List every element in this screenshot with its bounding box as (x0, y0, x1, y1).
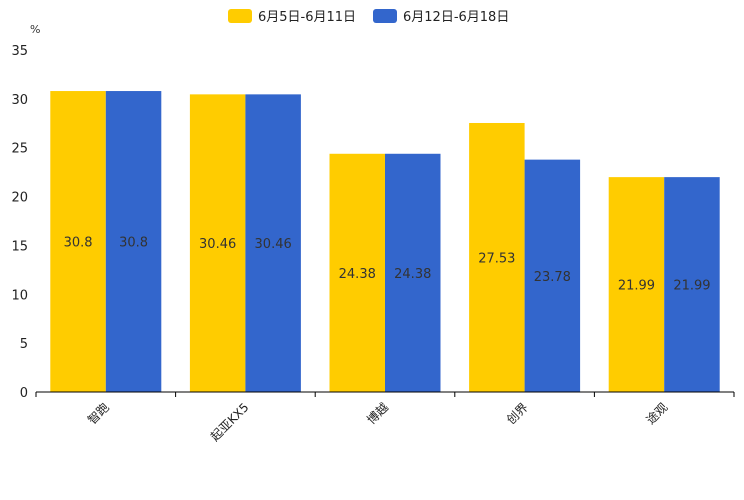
data-label: 30.46 (255, 237, 292, 252)
bar (189, 94, 246, 392)
legend-swatch (373, 9, 397, 23)
bar (469, 122, 525, 393)
x-tick-label: 创界 (504, 400, 531, 427)
bar (245, 94, 301, 392)
data-label: 30.8 (119, 236, 148, 251)
legend-swatch (228, 9, 252, 23)
y-tick-label: 25 (11, 142, 28, 157)
data-label: 24.38 (339, 267, 376, 282)
y-tick-label: 15 (11, 239, 28, 254)
bar (664, 177, 720, 392)
bar (524, 159, 581, 392)
data-label: 24.38 (394, 267, 431, 282)
legend-label: 6月12日-6月18日 (403, 10, 509, 25)
x-tick-label: 起亚KX5 (208, 400, 252, 444)
data-label: 23.78 (534, 270, 571, 285)
data-label: 30.46 (199, 237, 236, 252)
x-tick-label: 智跑 (84, 400, 112, 428)
y-tick-label: 35 (11, 44, 28, 59)
data-label: 21.99 (618, 279, 655, 294)
x-tick-label: 途观 (643, 400, 671, 428)
y-tick-label: 30 (11, 93, 28, 108)
data-label: 27.53 (478, 251, 515, 266)
data-label: 30.8 (64, 236, 93, 251)
y-axis-unit: % (30, 23, 40, 36)
bar (50, 91, 106, 392)
y-tick-label: 10 (11, 288, 28, 303)
bar (608, 177, 665, 392)
bar (385, 153, 441, 392)
bar (105, 91, 162, 392)
y-tick-label: 0 (20, 386, 28, 401)
y-tick-label: 5 (20, 337, 28, 352)
legend-label: 6月5日-6月11日 (258, 10, 356, 25)
bar (329, 153, 385, 392)
x-tick-label: 博越 (364, 400, 392, 428)
y-tick-label: 20 (11, 191, 28, 206)
data-label: 21.99 (673, 279, 710, 294)
